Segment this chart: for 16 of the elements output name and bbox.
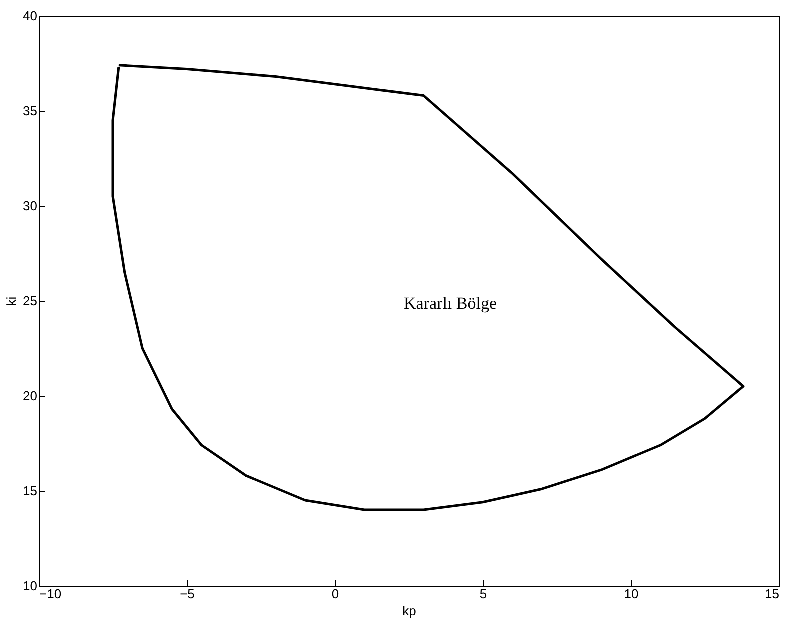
y-tick-label: 20 [23, 388, 38, 404]
annotation: Kararlı Bölge [404, 294, 497, 313]
x-tick-label: 10 [624, 586, 639, 602]
y-tick-label: 30 [23, 198, 38, 214]
x-tick-label: 5 [480, 586, 488, 602]
line-series [112, 64, 745, 512]
y-tick-label: 25 [23, 294, 38, 308]
x-tick-label: −5 [180, 586, 195, 602]
y-axis-title: ki [4, 296, 20, 306]
x-tick-label: −10 [40, 586, 62, 602]
x-tick-label: 15 [765, 586, 780, 602]
y-tick-label: 15 [23, 484, 38, 498]
x-axis-title: kp [402, 604, 416, 618]
y-tick-label: 40 [23, 8, 38, 24]
y-tick-label: 35 [23, 104, 38, 118]
x-tick-label: 0 [332, 586, 340, 602]
